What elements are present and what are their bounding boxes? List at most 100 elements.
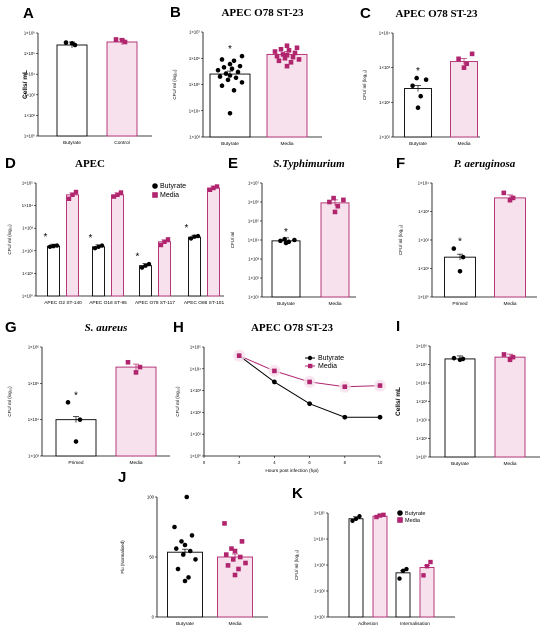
data-point: [357, 514, 362, 519]
data-point: [72, 42, 78, 48]
y-tick-label: 1×10³: [22, 226, 33, 231]
bar: [217, 556, 253, 618]
x-tick-label: 2: [238, 460, 241, 465]
panel-c: C 1×10¹ 1×10² 1×10³ 1×10⁴ CFU/ ml (log₁₀) APEC…: [360, 5, 480, 147]
bar: [167, 551, 203, 618]
data-point: [146, 261, 152, 267]
data-point: [286, 239, 292, 245]
y-tick-label: 1×10¹: [416, 436, 427, 441]
data-point: [501, 190, 507, 196]
data-point: [175, 566, 181, 572]
data-point: [235, 69, 241, 75]
panel-title: S. aureus: [85, 322, 128, 334]
data-point: [507, 197, 513, 203]
panel-letter: F: [396, 155, 405, 172]
data-point: [457, 268, 463, 274]
data-point: [274, 53, 280, 59]
legend-label: Butyrate: [405, 511, 425, 517]
y-tick-label: 1×10²: [379, 100, 390, 105]
y-tick-label: 1×10⁴: [28, 417, 39, 422]
data-point: [122, 39, 128, 45]
y-tick-label: 1×10²: [190, 410, 201, 415]
data-point: [400, 568, 406, 573]
data-point: [118, 190, 124, 195]
x-tick-label: Butyrate: [277, 301, 295, 307]
x-tick-label: Primed: [452, 301, 468, 307]
bar: [404, 88, 432, 138]
data-point: [464, 61, 469, 67]
significance-star: *: [284, 227, 288, 238]
y-tick-label: 1×10⁶: [248, 200, 259, 205]
data-point: [335, 203, 341, 209]
y-tick-label: 1×10³: [314, 563, 325, 568]
data-point: [229, 66, 235, 71]
data-point: [377, 414, 383, 420]
data-point: [276, 58, 282, 64]
y-tick-label: 1×10⁵: [22, 181, 33, 186]
data-point: [227, 73, 233, 78]
bar: [66, 194, 79, 297]
data-point: [99, 243, 105, 248]
data-point: [223, 552, 229, 557]
data-point: [331, 195, 336, 201]
data-point: [350, 518, 355, 524]
y-axis-label: Cells/ mL: [22, 70, 29, 99]
panel-title: APEC O78 ST-23: [395, 8, 478, 20]
data-point: [195, 233, 201, 239]
data-point: [307, 379, 312, 385]
bar: [372, 515, 388, 618]
data-point: [137, 364, 143, 370]
data-point: [173, 546, 179, 551]
data-point: [73, 439, 79, 444]
y-tick-label: 1×10¹: [418, 266, 429, 271]
significance-star: *: [44, 232, 48, 243]
data-point: [307, 401, 312, 407]
data-point: [404, 566, 409, 572]
data-point: [414, 75, 419, 81]
legend-label: Media: [318, 363, 337, 370]
bar: [348, 518, 364, 618]
bar: [47, 245, 60, 297]
y-tick-label: 1×10⁴: [418, 181, 429, 186]
data-point: [223, 71, 229, 76]
data-point: [230, 557, 236, 562]
y-tick-label: 1×10⁵: [190, 345, 201, 350]
data-point: [225, 77, 231, 83]
data-point: [510, 354, 516, 360]
y-tick-label: 1×10³: [248, 257, 259, 262]
data-point: [424, 563, 430, 569]
panel-title: P. aeruginosa: [454, 158, 516, 170]
data-point: [211, 185, 216, 191]
panel-g: G 1×10³ 1×10⁴ 1×10⁵ 1×10⁶ CFU/ ml (log₁₀) S. a…: [5, 319, 170, 466]
data-point: [180, 552, 186, 557]
data-point: [418, 93, 424, 99]
bar: [139, 265, 152, 297]
data-point: [227, 61, 233, 67]
data-point: [381, 512, 386, 518]
data-point: [162, 239, 167, 245]
data-point: [222, 521, 227, 526]
data-point: [66, 196, 72, 201]
bar: [450, 61, 478, 138]
data-point: [272, 379, 277, 385]
data-point: [188, 236, 194, 241]
data-point: [510, 195, 516, 201]
data-point: [232, 572, 238, 578]
x-tick-label: Media: [228, 621, 241, 627]
data-point: [143, 263, 148, 268]
x-tick-label: Adhesion: [358, 621, 378, 627]
data-point: [182, 578, 188, 584]
y-tick-label: 1×10¹: [22, 271, 33, 276]
data-point: [415, 105, 421, 111]
significance-star: *: [74, 390, 78, 401]
data-point: [341, 197, 346, 203]
y-tick-label: 50: [149, 555, 154, 560]
bar: [106, 41, 138, 137]
data-point: [282, 236, 287, 242]
x-tick-label: Media: [328, 301, 341, 307]
significance-star: *: [89, 233, 93, 244]
data-point: [423, 77, 429, 82]
y-tick-label: 1×10²: [314, 589, 325, 594]
y-axis-label: CFU/ ml (log₁₀): [172, 69, 177, 100]
data-point: [139, 265, 145, 270]
